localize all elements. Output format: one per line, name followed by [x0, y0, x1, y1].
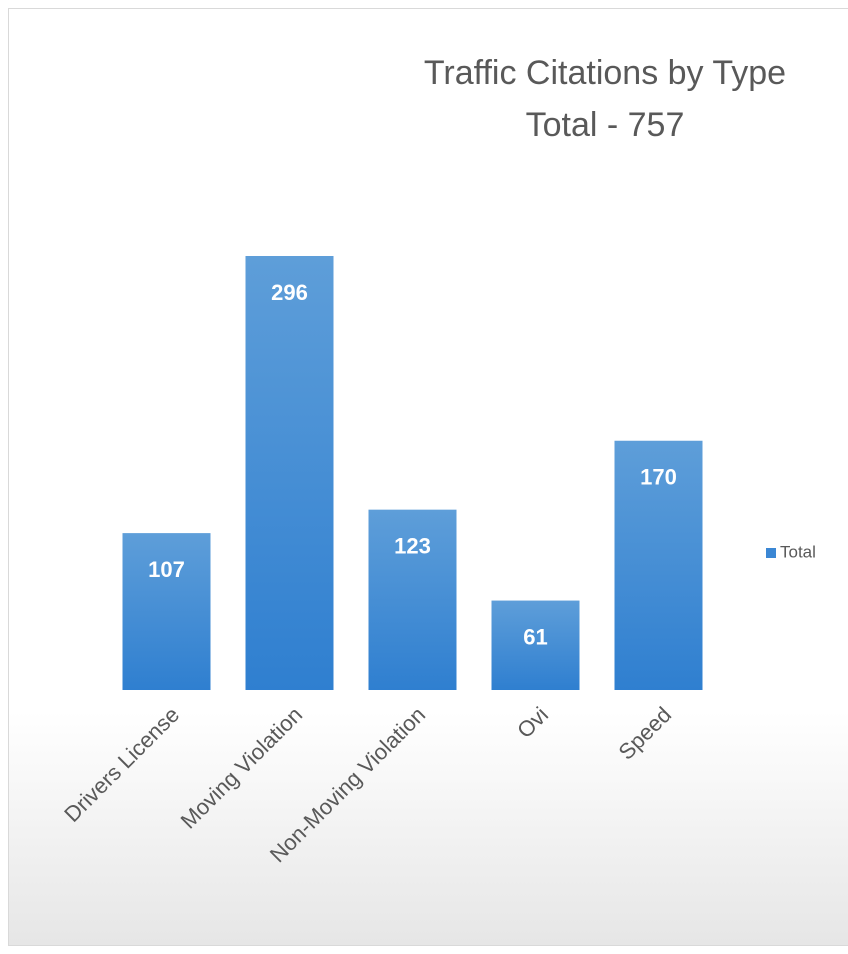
- bar: [122, 533, 211, 690]
- legend-label: Total: [780, 542, 816, 561]
- data-label: 107: [148, 557, 185, 582]
- bar: [368, 509, 457, 690]
- data-label: 296: [271, 280, 308, 305]
- data-label: 123: [394, 533, 431, 558]
- data-label: 170: [640, 465, 677, 490]
- chart-subtitle: Total - 757: [526, 106, 685, 144]
- chart-area: [8, 8, 848, 946]
- data-label: 61: [523, 624, 547, 649]
- bar: [245, 256, 334, 690]
- bar: [614, 440, 703, 690]
- chart-title: Traffic Citations by Type: [424, 54, 786, 92]
- legend-swatch: [766, 548, 776, 558]
- bar: [491, 600, 580, 690]
